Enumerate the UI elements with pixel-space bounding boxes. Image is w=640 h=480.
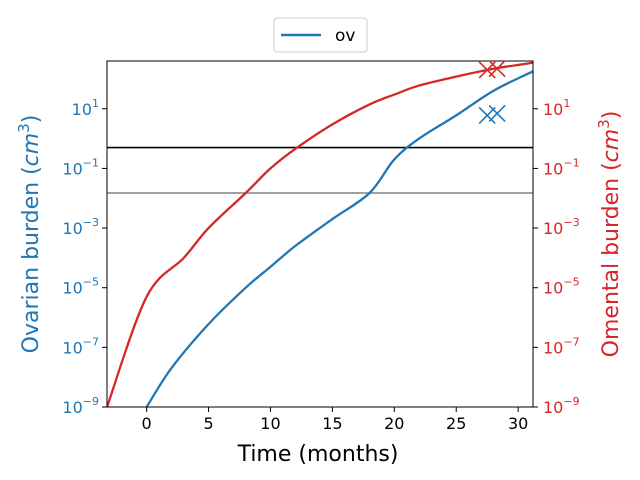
x-tick-label: 10 xyxy=(260,414,280,433)
legend-entry-ov: ov xyxy=(335,26,355,46)
x-tick-label: 15 xyxy=(322,414,342,433)
y-right-tick-label: 101 xyxy=(543,97,570,119)
y-axis-right-label: Omental burden (cm3) xyxy=(595,111,624,358)
y-right-tick-label: 10−9 xyxy=(543,395,580,417)
x-marker-left-2 xyxy=(488,104,506,122)
y-right-tick-label: 10−5 xyxy=(543,276,580,298)
y-left-tick-label: 10−3 xyxy=(62,216,99,238)
x-axis-ticks: 0 5 10 15 20 25 30 xyxy=(142,407,528,433)
omental-burden-line xyxy=(107,61,533,407)
y-left-tick-label: 10−9 xyxy=(62,395,99,417)
x-tick-label: 25 xyxy=(446,414,466,433)
y-left-tick-label: 10−1 xyxy=(62,156,99,178)
x-tick-label: 0 xyxy=(142,414,152,433)
y-axis-left-ticks: 10−9 10−7 10−5 10−3 10−1 101 xyxy=(62,97,107,417)
y-axis-left-label: Ovarian burden (cm3) xyxy=(15,115,44,354)
x-axis-label: Time (months) xyxy=(237,442,399,467)
x-marker-right-4 xyxy=(488,60,506,78)
x-tick-label: 5 xyxy=(203,414,213,433)
y-right-tick-label: 10−3 xyxy=(543,216,580,238)
y-left-tick-label: 101 xyxy=(72,97,99,119)
y-right-tick-label: 10−1 xyxy=(543,156,580,178)
plot-frame xyxy=(106,60,534,408)
x-tick-label: 20 xyxy=(384,414,404,433)
y-right-tick-label: 10−7 xyxy=(543,335,580,357)
y-axis-right-ticks: 10−9 10−7 10−5 10−3 10−1 101 xyxy=(533,97,580,417)
x-tick-label: 30 xyxy=(508,414,528,433)
y-left-tick-label: 10−7 xyxy=(62,335,99,357)
x-marker-stroke xyxy=(478,106,496,124)
x-marker-left-1 xyxy=(478,106,496,124)
plot-area xyxy=(107,61,533,407)
ovarian-burden-line xyxy=(145,70,533,407)
x-marker-stroke xyxy=(488,60,506,78)
legend: ov xyxy=(273,17,368,53)
y-left-tick-label: 10−5 xyxy=(62,276,99,298)
x-marker-stroke xyxy=(488,104,506,122)
